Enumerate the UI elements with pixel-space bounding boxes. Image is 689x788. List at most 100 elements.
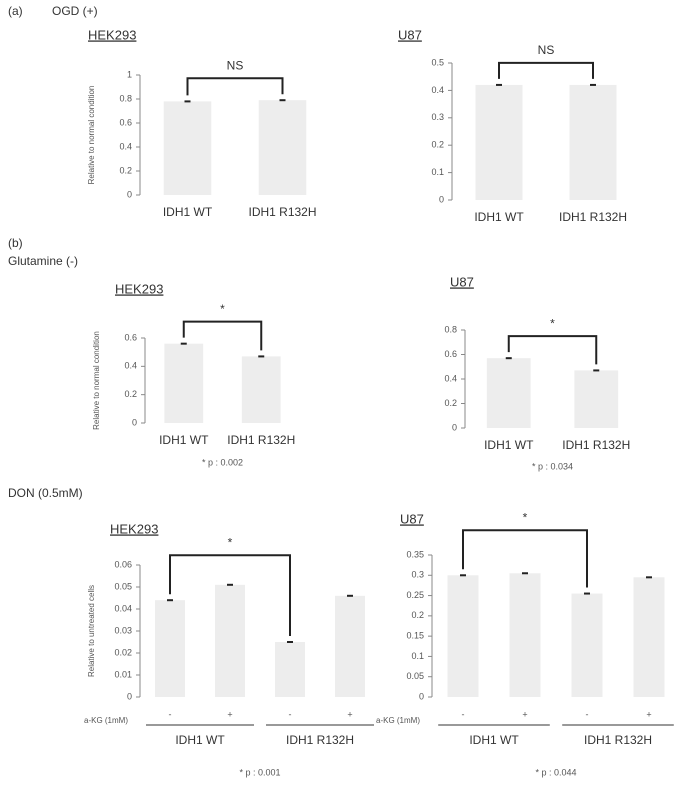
y-tick-label: 0 [127, 691, 132, 701]
group-label: IDH1 WT [175, 733, 225, 747]
y-tick-label: 0.6 [124, 332, 137, 342]
footnote: * p : 0.044 [535, 767, 576, 777]
bar [574, 370, 619, 428]
y-tick-label: 0.1 [411, 651, 424, 661]
x-tick-label: IDH1 WT [163, 205, 213, 219]
bar [335, 595, 365, 697]
significance-label: * [220, 302, 225, 316]
y-tick-label: 0.4 [119, 141, 132, 151]
x-tick-label: - [462, 709, 465, 719]
y-tick-label: 0.2 [411, 610, 424, 620]
group-label: IDH1 R132H [286, 733, 354, 747]
bar [475, 84, 523, 200]
significance-bracket [182, 320, 263, 351]
bar [155, 600, 185, 697]
bar [163, 101, 212, 195]
condition-label: Glutamine (-) [8, 254, 78, 268]
bar [447, 575, 479, 697]
y-tick-label: 0.5 [431, 57, 444, 67]
footnote: * p : 0.001 [239, 767, 280, 777]
chart-title: HEK293 [115, 281, 163, 296]
significance-bracket [186, 77, 284, 96]
y-tick-label: 0.06 [114, 559, 132, 569]
y-tick-label: 0.4 [431, 85, 444, 95]
condition-label: OGD (+) [52, 4, 98, 18]
bar [571, 593, 603, 697]
y-tick-label: 0.1 [431, 167, 444, 177]
x-tick-label: IDH1 WT [484, 438, 534, 452]
footnote: * p : 0.034 [532, 461, 573, 471]
footnote: * p : 0.002 [202, 457, 243, 467]
significance-bracket [169, 554, 291, 636]
y-tick-label: 0.6 [119, 117, 132, 127]
significance-label: NS [227, 58, 244, 72]
y-tick-label: 0.01 [114, 669, 132, 679]
row-label: a-KG (1mM) [84, 716, 128, 725]
bar [164, 343, 204, 423]
bar [569, 84, 617, 200]
y-tick-label: 0.04 [114, 603, 132, 613]
bar [241, 356, 281, 423]
y-tick-label: 0.25 [406, 590, 424, 600]
row-label: a-KG (1mM) [376, 716, 420, 725]
x-tick-label: IDH1 WT [474, 210, 524, 224]
y-axis-label: Relative to normal condition [87, 86, 96, 185]
bar [486, 358, 531, 428]
y-tick-label: 0 [127, 189, 132, 199]
panel-label: (b) [8, 236, 23, 250]
panel-label: (a) [8, 4, 23, 18]
bar [275, 642, 305, 697]
y-tick-label: 0.2 [124, 389, 137, 399]
x-tick-label: IDH1 R132H [562, 438, 630, 452]
y-tick-label: 0 [419, 691, 424, 701]
x-tick-label: + [347, 709, 352, 719]
y-tick-label: 0 [452, 422, 457, 432]
y-tick-label: 0 [439, 194, 444, 204]
x-tick-label: IDH1 R132H [559, 210, 627, 224]
y-tick-label: 0.05 [406, 671, 424, 681]
y-tick-label: 0.05 [114, 581, 132, 591]
y-tick-label: 0.8 [119, 93, 132, 103]
x-tick-label: - [289, 709, 292, 719]
y-tick-label: 0.4 [124, 361, 137, 371]
y-axis-label: Relative to normal condition [92, 331, 101, 430]
x-tick-label: + [646, 709, 651, 719]
chart-title: HEK293 [88, 27, 136, 42]
significance-label: NS [538, 43, 555, 57]
y-tick-label: 0.35 [406, 549, 424, 559]
chart-title: U87 [400, 511, 424, 526]
significance-label: * [228, 535, 233, 549]
group-label: IDH1 R132H [584, 733, 652, 747]
y-tick-label: 0 [132, 417, 137, 427]
significance-bracket [462, 529, 588, 588]
significance-label: * [550, 316, 555, 330]
y-tick-label: 0.3 [431, 112, 444, 122]
y-tick-label: 0.15 [406, 631, 424, 641]
x-tick-label: IDH1 WT [159, 433, 209, 447]
y-tick-label: 0.2 [119, 165, 132, 175]
x-tick-label: + [227, 709, 232, 719]
y-tick-label: 1 [127, 69, 132, 79]
x-tick-label: IDH1 R132H [227, 433, 295, 447]
y-tick-label: 0.2 [444, 398, 457, 408]
y-tick-label: 0.8 [444, 324, 457, 334]
y-tick-label: 0.6 [444, 349, 457, 359]
y-tick-label: 0.02 [114, 647, 132, 657]
bar [633, 577, 665, 697]
bar [258, 100, 307, 195]
x-tick-label: + [522, 709, 527, 719]
x-tick-label: - [586, 709, 589, 719]
bar [215, 584, 245, 697]
chart-title: U87 [450, 274, 474, 289]
y-tick-label: 0.3 [411, 570, 424, 580]
significance-bracket [507, 335, 598, 365]
y-tick-label: 0.03 [114, 625, 132, 635]
bar [509, 573, 541, 697]
significance-bracket [498, 61, 594, 79]
condition-label: DON (0.5mM) [8, 486, 83, 500]
chart-title: HEK293 [110, 521, 158, 536]
y-axis-label: Relative to untreated cells [87, 585, 96, 677]
group-label: IDH1 WT [469, 733, 519, 747]
x-tick-label: - [169, 709, 172, 719]
